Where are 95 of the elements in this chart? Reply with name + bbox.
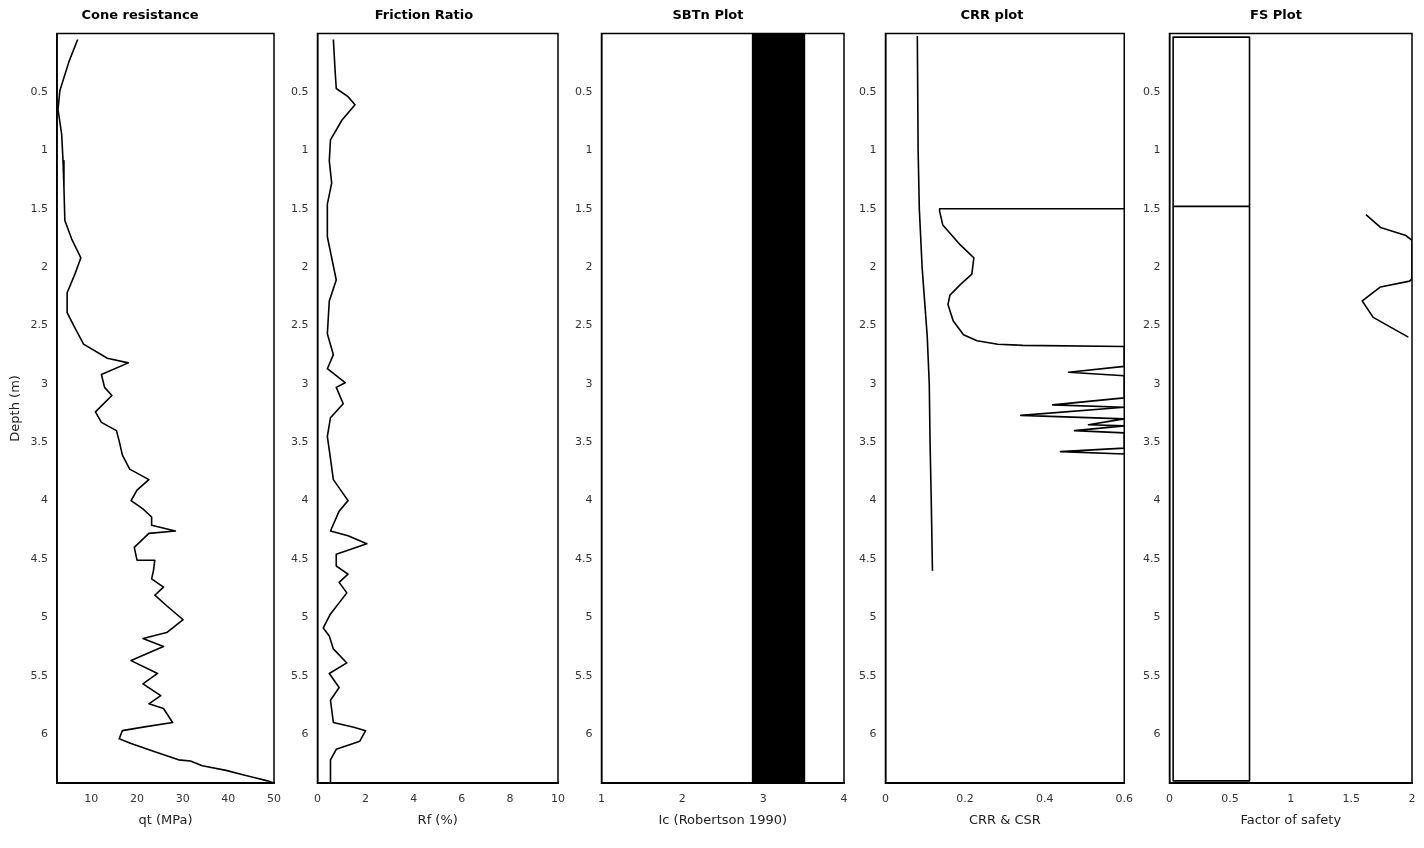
x-tick-label: 4 xyxy=(840,791,848,805)
x-tick-label: 2 xyxy=(678,791,686,805)
x-tick-label: 6 xyxy=(458,791,466,805)
y-tick-label: 5.5 xyxy=(290,668,309,682)
y-tick-label: 5 xyxy=(585,610,593,624)
x-tick-label: 0.4 xyxy=(1035,791,1054,805)
y-tick-label: 5.5 xyxy=(858,668,877,682)
y-tick-label: 4.5 xyxy=(574,551,593,565)
x-tick-label: 20 xyxy=(130,791,145,805)
y-tick-label: 6 xyxy=(585,727,593,741)
x-tick-label: 3 xyxy=(759,791,767,805)
chart-title: CRR plot xyxy=(960,7,1024,23)
y-tick-label: 2 xyxy=(585,259,593,273)
y-tick-label: 4 xyxy=(41,493,49,507)
x-tick-label: 30 xyxy=(175,791,190,805)
y-tick-label: 5 xyxy=(301,610,309,624)
x-tick-label: 0 xyxy=(881,791,889,805)
y-tick-label: 2.5 xyxy=(858,318,877,332)
x-tick-label: 10 xyxy=(551,791,565,805)
x-tick-label: 0.6 xyxy=(1115,791,1133,805)
y-tick-label: 2 xyxy=(41,259,49,273)
y-tick-label: 1 xyxy=(41,143,49,157)
chart-title: Friction Ratio xyxy=(374,7,474,23)
y-tick-label: 1.5 xyxy=(858,201,877,215)
y-tick-label: 1 xyxy=(869,143,877,157)
y-tick-label: 2.5 xyxy=(30,318,49,332)
y-tick-label: 1 xyxy=(301,143,309,157)
y-tick-label: 2 xyxy=(869,259,877,273)
x-tick-label: 8 xyxy=(506,791,514,805)
y-tick-label: 6 xyxy=(301,727,309,741)
x-tick-label: 1 xyxy=(597,791,605,805)
y-tick-label: 4.5 xyxy=(1142,551,1161,565)
y-tick-label: 3 xyxy=(585,376,593,390)
y-tick-label: 1.5 xyxy=(30,201,49,215)
y-tick-label: 4.5 xyxy=(858,551,877,565)
y-tick-label: 2.5 xyxy=(290,318,309,332)
y-tick-label: 0.5 xyxy=(1142,84,1161,98)
y-tick-label: 2 xyxy=(1153,259,1161,273)
chart-title: Cone resistance xyxy=(81,7,199,23)
y-tick-label: 4.5 xyxy=(30,551,49,565)
x-tick-label: 0.5 xyxy=(1221,791,1239,805)
chart-title: FS Plot xyxy=(1250,7,1302,23)
x-tick-label: 0 xyxy=(1165,791,1173,805)
y-tick-label: 5 xyxy=(41,610,49,624)
y-tick-label: 5.5 xyxy=(30,668,49,682)
y-tick-label: 3 xyxy=(869,376,877,390)
x-axis-title: qt (MPa) xyxy=(138,811,193,827)
x-tick-label: 0.2 xyxy=(956,791,974,805)
y-tick-label: 4 xyxy=(869,493,877,507)
y-tick-label: 3.5 xyxy=(858,435,877,449)
y-tick-label: 3.5 xyxy=(290,435,309,449)
y-tick-label: 4 xyxy=(1153,493,1161,507)
x-axis-title: Rf (%) xyxy=(417,811,458,827)
x-axis-title: Factor of safety xyxy=(1240,811,1342,827)
y-tick-label: 0.5 xyxy=(858,84,877,98)
y-tick-label: 5.5 xyxy=(1142,668,1161,682)
y-tick-label: 1.5 xyxy=(574,201,593,215)
x-axis-title: CRR & CSR xyxy=(968,811,1041,827)
y-tick-label: 3.5 xyxy=(574,435,593,449)
y-tick-label: 4.5 xyxy=(290,551,309,565)
x-tick-label: 40 xyxy=(221,791,236,805)
y-tick-label: 4 xyxy=(301,493,309,507)
y-axis-title: Depth (m) xyxy=(7,375,23,442)
x-tick-label: 0 xyxy=(313,791,321,805)
y-tick-label: 1 xyxy=(585,143,593,157)
y-tick-label: 2.5 xyxy=(1142,318,1161,332)
y-tick-label: 3 xyxy=(41,376,49,390)
chart-title: SBTn Plot xyxy=(672,7,744,23)
y-tick-label: 5 xyxy=(1153,610,1161,624)
y-tick-label: 4 xyxy=(585,493,593,507)
y-tick-label: 0.5 xyxy=(574,84,593,98)
y-tick-label: 6 xyxy=(1153,727,1161,741)
y-tick-label: 2.5 xyxy=(574,318,593,332)
y-tick-label: 2 xyxy=(301,259,309,273)
y-tick-label: 0.5 xyxy=(290,84,309,98)
y-tick-label: 3 xyxy=(301,376,309,390)
y-tick-label: 1 xyxy=(1153,143,1161,157)
y-tick-label: 1.5 xyxy=(290,201,309,215)
y-tick-label: 5 xyxy=(869,610,877,624)
y-tick-label: 0.5 xyxy=(30,84,49,98)
x-tick-label: 10 xyxy=(84,791,99,805)
x-tick-label: 2 xyxy=(1408,791,1416,805)
x-tick-label: 1 xyxy=(1287,791,1295,805)
y-tick-label: 3.5 xyxy=(30,435,49,449)
x-tick-label: 1.5 xyxy=(1342,791,1361,805)
y-tick-label: 1.5 xyxy=(1142,201,1161,215)
x-tick-label: 4 xyxy=(410,791,418,805)
x-tick-label: 2 xyxy=(362,791,370,805)
y-tick-label: 5.5 xyxy=(574,668,593,682)
y-tick-label: 6 xyxy=(41,727,49,741)
y-tick-label: 3.5 xyxy=(1142,435,1161,449)
x-axis-title: Ic (Robertson 1990) xyxy=(658,811,788,827)
y-tick-label: 3 xyxy=(1153,376,1161,390)
x-tick-label: 50 xyxy=(267,791,281,805)
y-tick-label: 6 xyxy=(869,727,877,741)
